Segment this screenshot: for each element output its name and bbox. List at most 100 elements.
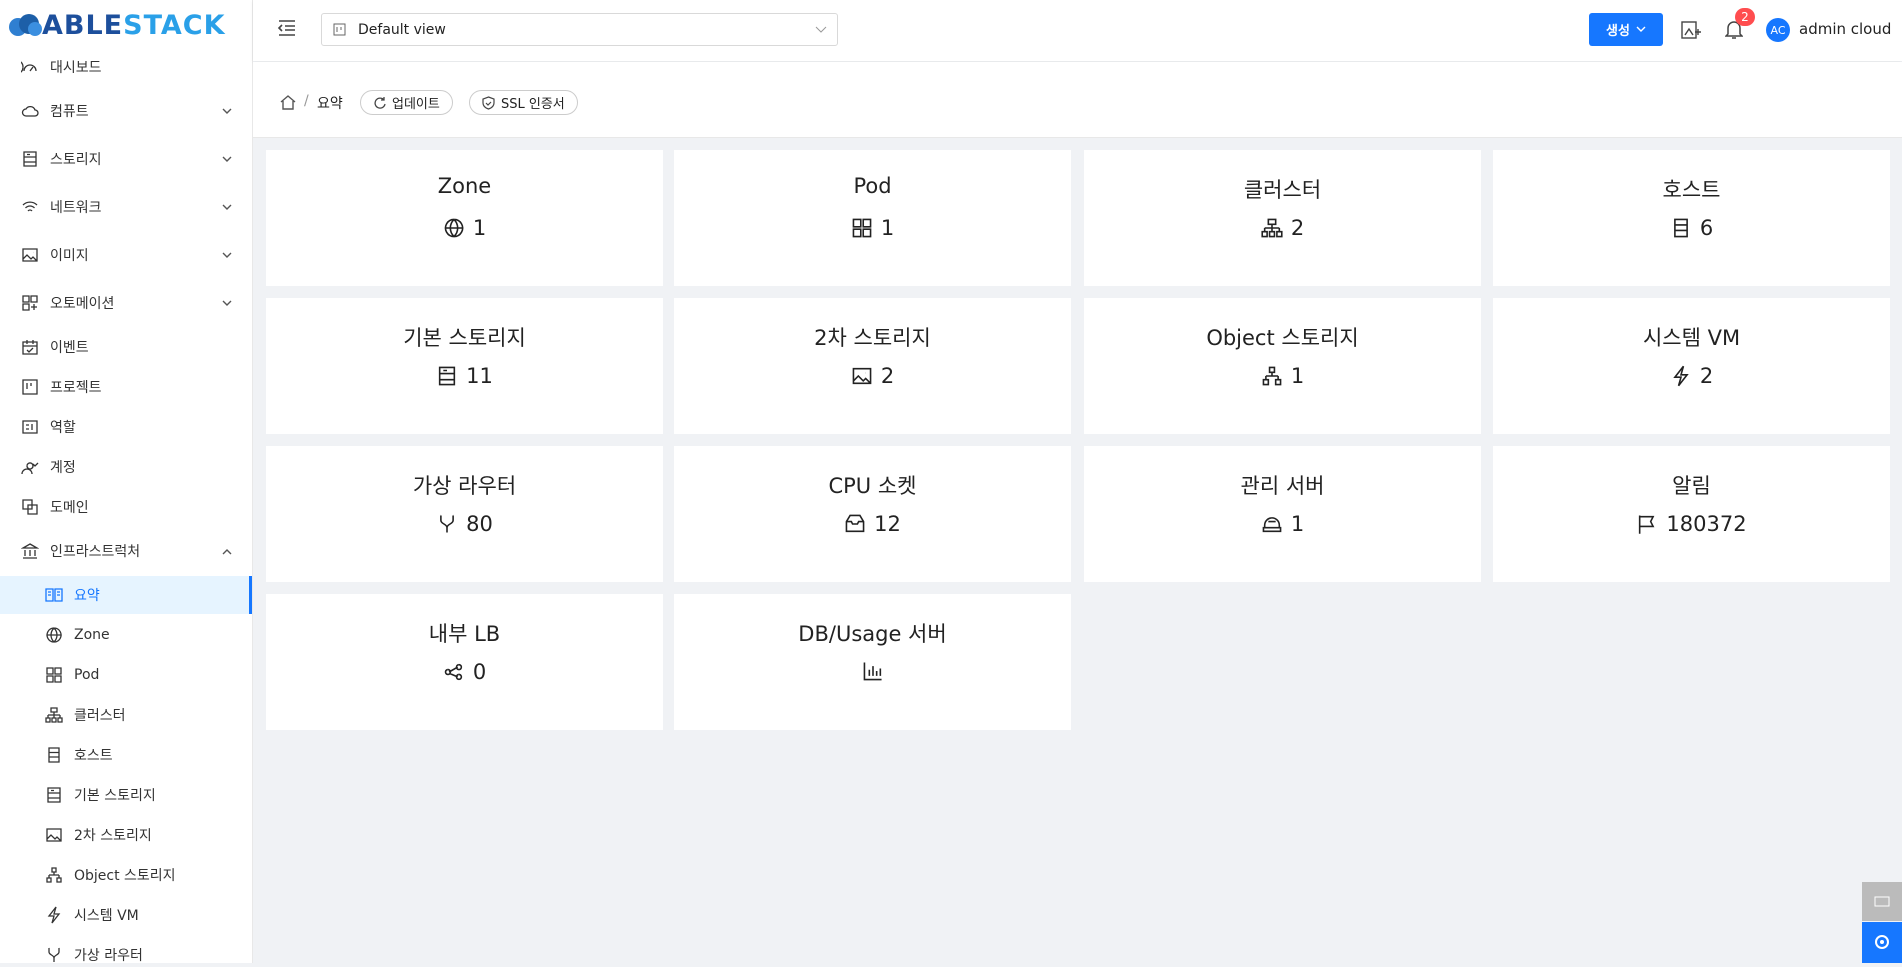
summary-card[interactable]: Object 스토리지 1 xyxy=(1084,298,1481,434)
expand-arrow xyxy=(222,156,232,162)
menu-item[interactable]: 역할 xyxy=(0,408,252,446)
menu-label: 계정 xyxy=(50,460,76,476)
card-number: 2 xyxy=(1290,216,1305,240)
submenu-item[interactable]: Pod xyxy=(0,656,252,694)
settings-icon xyxy=(1875,935,1889,949)
create-label: 생성 xyxy=(1606,24,1630,39)
icon xyxy=(21,105,39,117)
logo-left: ABLE xyxy=(42,9,124,41)
icon xyxy=(46,828,62,842)
summary-card[interactable]: 2차 스토리지 2 xyxy=(674,298,1071,434)
ssl-button[interactable]: SSL 인증서 xyxy=(469,90,578,115)
summary-card[interactable]: Zone 1 xyxy=(266,150,663,286)
summary-card[interactable]: 기본 스토리지 11 xyxy=(266,298,663,434)
card-title: Zone xyxy=(437,174,492,198)
card-title: 알림 xyxy=(1672,474,1711,498)
summary-card[interactable]: 가상 라우터 80 xyxy=(266,446,663,582)
card-number: 11 xyxy=(466,364,493,388)
summary-card[interactable]: 호스트 6 xyxy=(1493,150,1890,286)
card-title: Object 스토리지 xyxy=(1206,326,1359,350)
home-icon[interactable] xyxy=(279,94,297,111)
submenu-item[interactable]: 가상 라우터 xyxy=(0,936,252,963)
menu-item[interactable]: 오토메이션 xyxy=(0,284,252,322)
view-select[interactable]: Default view xyxy=(321,13,838,46)
submenu-item[interactable]: 호스트 xyxy=(0,736,252,774)
summary-card[interactable]: 알림 180372 xyxy=(1493,446,1890,582)
create-button[interactable]: 생성 xyxy=(1589,13,1663,46)
avatar[interactable]: AC xyxy=(1766,18,1790,42)
card-value xyxy=(674,660,1071,682)
card-title: 호스트 xyxy=(1662,178,1721,202)
summary-card[interactable]: 내부 LB 0 xyxy=(266,594,663,730)
summary-card[interactable]: Pod 1 xyxy=(674,150,1071,286)
submenu-label: 2차 스토리지 xyxy=(74,828,152,844)
update-button[interactable]: 업데이트 xyxy=(360,90,453,115)
project-icon[interactable] xyxy=(1681,20,1701,40)
submenu-item[interactable]: 2차 스토리지 xyxy=(0,816,252,854)
menu-item[interactable]: 인프라스트럭처 xyxy=(0,532,252,570)
card-number: 180372 xyxy=(1666,512,1747,536)
icon xyxy=(47,787,61,803)
menu-item[interactable]: 대시보드 xyxy=(0,48,252,86)
collapse-button[interactable] xyxy=(277,19,297,37)
icon xyxy=(22,499,38,515)
submenu-item[interactable]: 요약 xyxy=(0,576,252,614)
menu-item[interactable]: 이벤트 xyxy=(0,328,252,366)
create-arrow xyxy=(1636,26,1646,32)
card-number: 1 xyxy=(1290,364,1305,388)
submenu-label: Object 스토리지 xyxy=(74,868,176,884)
menu-item[interactable]: 컴퓨트 xyxy=(0,92,252,130)
refresh-icon xyxy=(374,97,386,109)
expand-arrow xyxy=(222,108,232,114)
menu-label: 인프라스트럭처 xyxy=(50,544,141,560)
summary-card[interactable]: CPU 소켓 12 xyxy=(674,446,1071,582)
icon xyxy=(1262,517,1282,533)
icon xyxy=(48,947,60,962)
menu-item[interactable]: 계정 xyxy=(0,448,252,486)
card-title: 관리 서버 xyxy=(1240,474,1325,498)
submenu-item[interactable]: 클러스터 xyxy=(0,696,252,734)
menu-item[interactable]: 도메인 xyxy=(0,488,252,526)
icon xyxy=(444,218,464,238)
summary-card[interactable]: 클러스터 2 xyxy=(1084,150,1481,286)
card-title: 가상 라우터 xyxy=(412,474,517,498)
menu-label: 도메인 xyxy=(50,500,89,516)
expand-arrow xyxy=(222,548,232,554)
logo[interactable]: ABLE STACK xyxy=(8,8,226,42)
menu-item[interactable]: 프로젝트 xyxy=(0,368,252,406)
submenu-item[interactable]: 시스템 VM xyxy=(0,896,252,934)
icon xyxy=(22,379,38,395)
card-value: 1 xyxy=(1084,364,1481,388)
summary-card[interactable]: 관리 서버 1 xyxy=(1084,446,1481,582)
submenu-item[interactable]: Zone xyxy=(0,616,252,654)
card-number: 2 xyxy=(880,364,895,388)
user-name[interactable]: admin cloud xyxy=(1799,20,1892,38)
view-icon xyxy=(333,23,346,35)
summary-card[interactable]: DB/Usage 서버 xyxy=(674,594,1071,730)
menu-label: 스토리지 xyxy=(50,152,102,168)
summary-card[interactable]: 시스템 VM 2 xyxy=(1493,298,1890,434)
card-number: 12 xyxy=(874,512,901,536)
settings-button[interactable] xyxy=(1862,922,1902,963)
icon xyxy=(47,906,61,924)
icon xyxy=(852,367,872,385)
icon xyxy=(22,295,38,311)
submenu-item[interactable]: Object 스토리지 xyxy=(0,856,252,894)
card-title: CPU 소켓 xyxy=(828,474,917,498)
card-title: Pod xyxy=(853,174,892,198)
submenu-label: 클러스터 xyxy=(74,708,126,724)
expand-arrow xyxy=(222,252,232,258)
shield-icon xyxy=(482,95,495,110)
menu-item[interactable]: 스토리지 xyxy=(0,140,252,178)
submenu-item[interactable]: 기본 스토리지 xyxy=(0,776,252,814)
menu-item[interactable]: 이미지 xyxy=(0,236,252,274)
submenu-label: 요약 xyxy=(74,588,100,604)
keyboard-button[interactable] xyxy=(1862,882,1902,921)
icon xyxy=(845,514,865,533)
menu-item[interactable]: 네트워크 xyxy=(0,188,252,226)
card-number: 2 xyxy=(1699,364,1714,388)
breadcrumb-current: 요약 xyxy=(317,96,343,112)
card-value: 11 xyxy=(266,364,663,388)
